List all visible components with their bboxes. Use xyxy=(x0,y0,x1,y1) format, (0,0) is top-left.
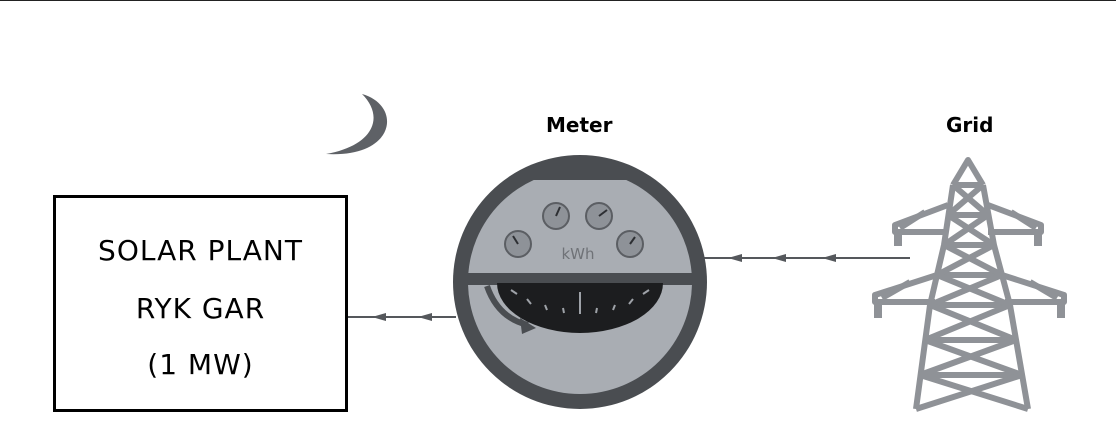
flow-arrow-icon xyxy=(418,313,432,321)
meter-grid-connector xyxy=(704,254,910,262)
flow-arrow-icon xyxy=(728,254,742,262)
plant-meter-connector xyxy=(346,313,456,321)
transmission-tower-icon xyxy=(872,157,1067,412)
solar-plant-capacity: (1 MW) xyxy=(147,348,254,381)
meter-unit-label: kWh xyxy=(561,245,594,263)
moon-icon xyxy=(326,94,388,155)
flow-arrow-icon xyxy=(772,254,786,262)
solar-plant-box: SOLAR PLANT RYK GAR (1 MW) xyxy=(53,195,348,412)
meter-title: Meter xyxy=(546,113,613,137)
solar-plant-name: SOLAR PLANT xyxy=(98,234,303,267)
electric-meter-icon: kWh xyxy=(453,155,707,409)
solar-plant-location: RYK GAR xyxy=(135,292,266,325)
grid-title: Grid xyxy=(946,113,994,137)
flow-arrow-icon xyxy=(822,254,836,262)
top-rule xyxy=(0,0,1116,1)
flow-arrow-icon xyxy=(372,313,386,321)
